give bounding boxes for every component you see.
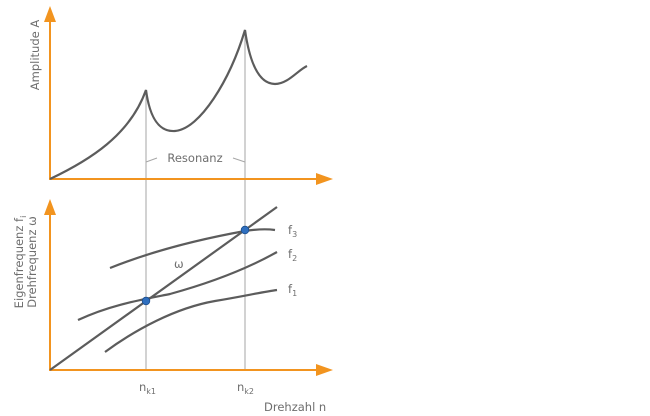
bottom-y-axis-label-line1: Eigenfrequenz fi [12, 216, 28, 309]
bottom-x-axis-label: Drehzahl n [264, 400, 326, 414]
top-y-axis-label: Amplitude A [28, 20, 42, 91]
resonance-bracket-left [145, 157, 158, 163]
bottom-x-arrowhead [316, 364, 333, 376]
bottom-y-axis-label-line2: Drehfrequenz ω [25, 216, 39, 308]
omega-label: ω [174, 257, 184, 271]
omega-line [49, 206, 278, 371]
intersection-point-nk1 [141, 296, 151, 306]
f1-curve [104, 288, 278, 353]
top-plot: Resonanz Amplitude A [28, 6, 333, 185]
f3-curve [109, 228, 276, 270]
tick-label-nk1: nk1 [139, 380, 156, 396]
amplitude-curve [49, 29, 308, 180]
intersection-point-nk2 [240, 225, 250, 235]
top-x-arrowhead [316, 173, 333, 185]
top-y-arrowhead [44, 6, 56, 22]
curve-label-f1: f1 [288, 282, 297, 298]
resonance-bracket-right [232, 157, 246, 163]
resonance-label: Resonanz [167, 151, 222, 165]
bottom-plot: ω f3 f2 f1 nk1 nk2 Drehzahl n Eigenfrequ… [12, 199, 333, 414]
f2-curve [77, 251, 278, 321]
curve-label-f3: f3 [288, 223, 297, 239]
curve-label-f2: f2 [288, 247, 297, 263]
tick-label-nk2: nk2 [237, 380, 254, 396]
bottom-y-arrowhead [44, 199, 56, 215]
